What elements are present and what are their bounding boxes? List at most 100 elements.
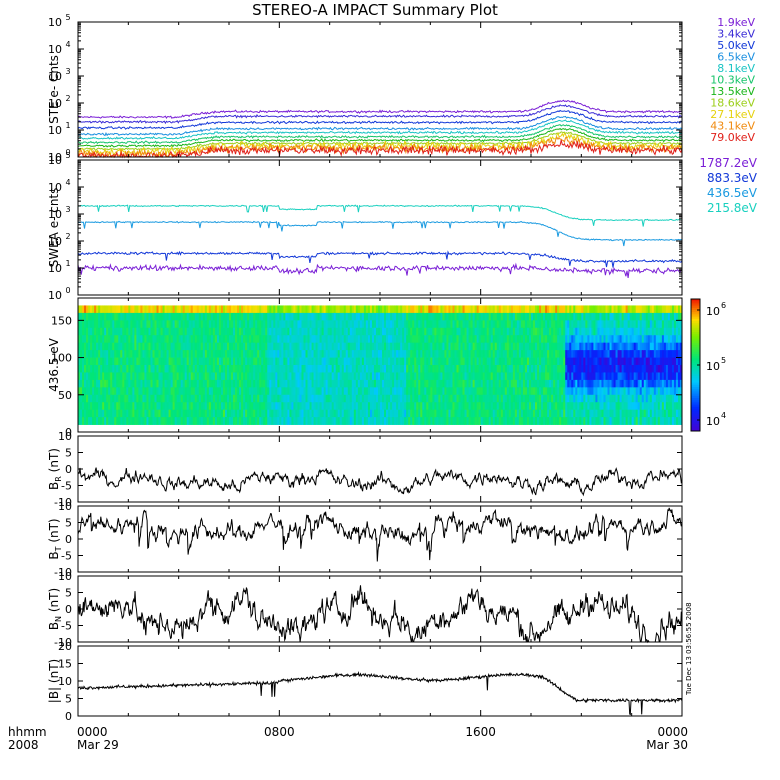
heatmap-cell — [102, 350, 105, 358]
heatmap-cell — [307, 409, 310, 418]
heatmap-cell — [331, 372, 335, 381]
heatmap-cell — [84, 394, 87, 403]
heatmap-cell — [138, 312, 141, 321]
heatmap-cell — [184, 327, 188, 336]
heatmap-cell — [480, 417, 484, 425]
heatmap-cell — [557, 365, 560, 373]
heatmap-cell — [235, 327, 238, 336]
heatmap-cell — [565, 409, 568, 418]
heatmap-cell — [450, 365, 453, 373]
heatmap-cell — [611, 312, 614, 321]
heatmap-cell — [297, 372, 300, 381]
heatmap-cell — [347, 320, 351, 329]
heatmap-cell — [114, 350, 117, 358]
heatmap-cell — [533, 372, 536, 381]
heatmap-cell — [184, 387, 188, 396]
heatmap-cell — [235, 372, 238, 381]
heatmap-cell — [619, 402, 622, 411]
heatmap-cell — [186, 342, 190, 351]
heatmap-cell — [645, 402, 649, 411]
heatmap-cell — [178, 365, 182, 373]
heatmap-cell — [102, 387, 105, 396]
heatmap-cell — [335, 417, 339, 425]
heatmap-cell — [418, 402, 421, 411]
heatmap-cell — [384, 365, 387, 373]
heatmap-cell — [231, 357, 234, 366]
heatmap-cell — [480, 402, 484, 411]
heatmap-cell — [647, 335, 651, 344]
heatmap-cell — [369, 305, 373, 314]
heatmap-cell — [132, 327, 135, 336]
heatmap-cell — [355, 394, 359, 403]
heatmap-cell — [450, 335, 453, 344]
heatmap-cell — [400, 312, 403, 321]
heatmap-cell — [438, 417, 441, 425]
heatmap-cell — [126, 365, 129, 373]
heatmap-cell — [394, 379, 397, 388]
heatmap-cell — [132, 365, 135, 373]
heatmap-cell — [434, 394, 437, 403]
heatmap-cell — [184, 365, 188, 373]
heatmap-cell — [251, 342, 254, 351]
heatmap-cell — [152, 365, 155, 373]
heatmap-cell — [645, 327, 649, 336]
heatmap-cell — [422, 342, 425, 351]
heatmap-cell — [625, 394, 629, 403]
heatmap-cell — [86, 417, 89, 425]
heatmap-cell — [150, 305, 153, 314]
heatmap-cell — [472, 379, 476, 388]
heatmap-cell — [112, 387, 115, 396]
heatmap-cell — [603, 312, 606, 321]
heatmap-cell — [394, 357, 397, 366]
heatmap-cell — [237, 379, 240, 388]
heatmap-cell — [178, 387, 182, 396]
heatmap-cell — [174, 320, 178, 329]
heatmap-cell — [474, 394, 478, 403]
heatmap-cell — [138, 305, 141, 314]
heatmap-cell — [331, 312, 335, 321]
heatmap-cell — [567, 365, 570, 373]
heatmap-cell — [196, 365, 200, 373]
heatmap-cell — [237, 365, 240, 373]
heatmap-cell — [375, 372, 379, 381]
heatmap-cell — [629, 379, 633, 388]
heatmap-cell — [468, 312, 471, 321]
heatmap-cell — [396, 372, 399, 381]
heatmap-cell — [371, 305, 375, 314]
heatmap-cell — [146, 379, 149, 388]
heatmap-cell — [555, 365, 558, 373]
heatmap-cell — [198, 327, 202, 336]
heatmap-cell — [361, 402, 365, 411]
heatmap-cell — [655, 379, 659, 388]
heatmap-cell — [154, 402, 157, 411]
heatmap-cell — [526, 357, 530, 366]
heatmap-cell — [170, 335, 174, 344]
heatmap-cell — [289, 327, 292, 336]
heatmap-cell — [531, 402, 534, 411]
y-tick-label: 10 — [48, 43, 62, 56]
heatmap-cell — [565, 365, 568, 373]
heatmap-cell — [464, 342, 467, 351]
heatmap-cell — [353, 387, 357, 396]
heatmap-cell — [82, 350, 85, 358]
heatmap-cell — [333, 357, 337, 366]
heatmap-cell — [305, 417, 308, 425]
heatmap-cell — [251, 379, 254, 388]
heatmap-cell — [295, 372, 298, 381]
heatmap-cell — [617, 379, 620, 388]
heatmap-cell — [444, 379, 447, 388]
heatmap-cell — [255, 379, 258, 388]
heatmap-cell — [363, 409, 367, 418]
heatmap-cell — [386, 409, 389, 418]
heatmap-cell — [216, 387, 220, 396]
heatmap-cell — [202, 320, 206, 329]
heatmap-cell — [555, 402, 558, 411]
heatmap-cell — [434, 372, 437, 381]
heatmap-cell — [462, 372, 465, 381]
heatmap-cell — [343, 335, 347, 344]
heatmap-cell — [613, 335, 616, 344]
heatmap-cell — [416, 394, 419, 403]
heatmap-cell — [110, 305, 113, 314]
heatmap-cell — [384, 387, 387, 396]
heatmap-cell — [426, 320, 429, 329]
